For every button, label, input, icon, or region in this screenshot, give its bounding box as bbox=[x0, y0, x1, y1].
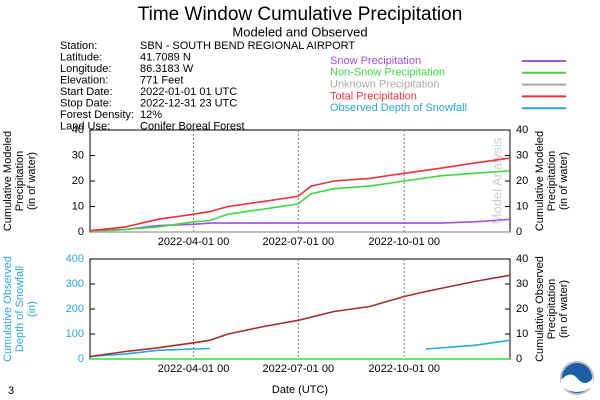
x-tick-label: 2022-10-01 00 bbox=[368, 236, 440, 248]
info-label: Station: bbox=[60, 40, 97, 52]
y-tick-label: 100 bbox=[66, 328, 84, 340]
data-line bbox=[89, 274, 511, 358]
axis-label: Precipitation bbox=[546, 279, 558, 340]
plot-frame bbox=[89, 258, 511, 360]
info-label: Land Use: bbox=[60, 120, 110, 132]
info-label: Start Date: bbox=[60, 86, 113, 98]
legend-label: Total Precipitation bbox=[330, 90, 417, 102]
x-tick-label: 2022-04-01 00 bbox=[158, 236, 230, 248]
axis-label: Cumulative Modeled bbox=[2, 131, 14, 231]
legend-label: Observed Depth of Snowfall bbox=[330, 102, 467, 114]
y-tick-label: 300 bbox=[66, 278, 84, 290]
axis-label: Cumulative Observed bbox=[2, 256, 14, 362]
data-line bbox=[89, 170, 511, 233]
info-value: 12% bbox=[140, 109, 162, 121]
y2-tick-label: 20 bbox=[516, 303, 528, 315]
legend-label: Non-Snow Precipitation bbox=[330, 67, 445, 79]
chart-subtitle: Modeled and Observed bbox=[232, 24, 367, 39]
y2-tick-label: 40 bbox=[516, 124, 528, 136]
y-tick-label: 20 bbox=[72, 175, 84, 187]
info-label: Longitude: bbox=[60, 63, 111, 75]
info-label: Stop Date: bbox=[60, 97, 112, 109]
y2-tick-label: 10 bbox=[516, 328, 528, 340]
y2-tick-label: 0 bbox=[516, 353, 522, 365]
y-tick-label: 0 bbox=[78, 353, 84, 365]
axis-label: Precipitation bbox=[14, 151, 26, 212]
x-tick-label: 2022-07-01 00 bbox=[263, 363, 335, 375]
axis-label: Cumulative Modeled bbox=[534, 131, 546, 231]
info-value: 86.3183 W bbox=[140, 63, 194, 75]
info-value: 771 Feet bbox=[140, 74, 183, 86]
y2-tick-label: 40 bbox=[516, 253, 528, 265]
y2-tick-label: 10 bbox=[516, 200, 528, 212]
y2-tick-label: 30 bbox=[516, 149, 528, 161]
info-label: Forest Density: bbox=[60, 109, 134, 121]
axis-label: Depth of Snowfall bbox=[14, 266, 26, 352]
page-number: 3 bbox=[8, 385, 14, 397]
plot-frame bbox=[89, 129, 511, 233]
info-value: 41.7089 N bbox=[140, 51, 191, 63]
info-label: Elevation: bbox=[60, 74, 108, 86]
axis-label: (in of water) bbox=[26, 152, 38, 210]
x-tick-label: 2022-07-01 00 bbox=[263, 236, 335, 248]
y-tick-label: 200 bbox=[66, 303, 84, 315]
y2-tick-label: 0 bbox=[516, 226, 522, 238]
axis-label: (in) bbox=[26, 301, 38, 317]
x-axis-label: Date (UTC) bbox=[272, 384, 328, 396]
info-value: Conifer Boreal Forest bbox=[140, 120, 245, 132]
y-tick-label: 400 bbox=[66, 253, 84, 265]
axis-label: (in of water) bbox=[558, 152, 570, 210]
chart-title: Time Window Cumulative Precipitation bbox=[138, 4, 463, 25]
y-tick-label: 30 bbox=[72, 149, 84, 161]
info-value: 2022-01-01 01 UTC bbox=[140, 86, 237, 98]
y-tick-label: 40 bbox=[72, 124, 84, 136]
data-line bbox=[89, 339, 511, 358]
legend-label: Unknown Precipitation bbox=[330, 79, 439, 91]
x-tick-label: 2022-04-01 00 bbox=[158, 363, 230, 375]
x-tick-label: 2022-10-01 00 bbox=[368, 363, 440, 375]
info-value: SBN - SOUTH BEND REGIONAL AIRPORT bbox=[140, 40, 355, 52]
watermark: Model Analysis bbox=[489, 137, 504, 224]
y2-tick-label: 20 bbox=[516, 175, 528, 187]
legend-label: Snow Precipitation bbox=[330, 55, 421, 67]
data-line bbox=[89, 157, 511, 232]
y-tick-label: 0 bbox=[78, 226, 84, 238]
axis-label: (in of water) bbox=[558, 280, 570, 338]
info-value: 2022-12-31 23 UTC bbox=[140, 97, 237, 109]
noaa-logo bbox=[560, 361, 594, 395]
y2-tick-label: 30 bbox=[516, 278, 528, 290]
axis-label: Precipitation bbox=[546, 151, 558, 212]
info-label: Latitude: bbox=[60, 51, 102, 63]
axis-label: Cumulative Observed bbox=[534, 256, 546, 362]
y-tick-label: 10 bbox=[72, 200, 84, 212]
